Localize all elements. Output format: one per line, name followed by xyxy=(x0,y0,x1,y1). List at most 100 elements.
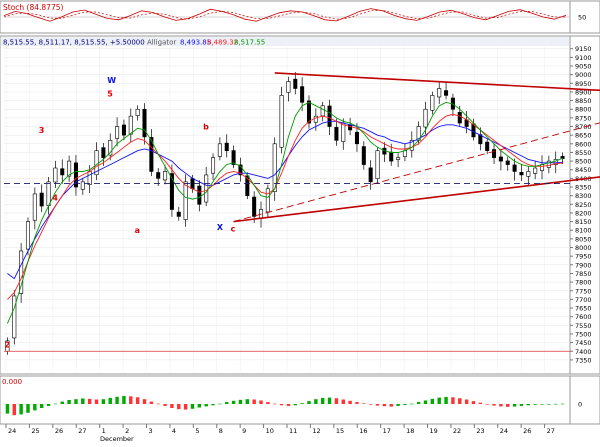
candle-body xyxy=(485,141,490,152)
price-tick-label: 8850 xyxy=(575,97,592,105)
candle-body xyxy=(53,167,58,183)
ao-bar xyxy=(396,404,400,406)
price-tick-label: 8900 xyxy=(575,88,592,96)
wave-label: 3 xyxy=(39,126,45,135)
header-strip xyxy=(1,37,569,46)
price-axis-labels: 9150910090509000895089008850880087508700… xyxy=(570,45,592,364)
candle-body xyxy=(498,156,503,162)
candle-body xyxy=(25,221,31,250)
date-tick-label: 12 xyxy=(312,427,320,435)
candle-body xyxy=(526,171,531,177)
price-tick-label: 8700 xyxy=(575,123,592,131)
ao-bar xyxy=(170,404,174,408)
candle-body xyxy=(265,188,270,213)
ao-bar xyxy=(492,404,496,406)
ao-bar xyxy=(245,399,250,404)
ao-bar xyxy=(122,396,126,404)
ao-header-badge xyxy=(1,377,19,385)
candle-body xyxy=(245,175,250,196)
ao-bar xyxy=(478,402,483,404)
ao-panel xyxy=(0,375,600,425)
ao-bar xyxy=(540,404,544,405)
candle-body xyxy=(444,90,449,96)
ao-bar xyxy=(423,400,428,404)
ao-bar xyxy=(231,400,236,404)
date-tick-label: 19 xyxy=(430,427,438,435)
ao-header: 0.000 xyxy=(2,378,22,386)
alligator-lines xyxy=(6,101,563,324)
ao-bar xyxy=(341,399,345,404)
date-tick-label: 11 xyxy=(289,427,297,435)
candle-body xyxy=(457,112,462,124)
price-tick-label: 8950 xyxy=(575,80,592,88)
candle-body xyxy=(128,115,133,135)
ao-bar xyxy=(499,404,503,407)
candle-body xyxy=(224,142,229,152)
wave-label: W xyxy=(107,76,116,85)
ao-bar xyxy=(451,397,455,404)
ao-bar xyxy=(135,397,140,404)
ao-bar xyxy=(74,399,78,404)
ao-bar xyxy=(115,396,119,404)
candle-body xyxy=(539,164,545,171)
ao-bar xyxy=(142,399,147,404)
ao-bar xyxy=(87,398,92,404)
candle-body xyxy=(512,164,517,172)
ao-bar xyxy=(60,401,64,404)
ao-bar xyxy=(526,404,531,406)
date-tick-label: 27 xyxy=(78,427,86,435)
ao-bar xyxy=(293,404,297,406)
date-tick-label: 24 xyxy=(500,427,508,435)
price-tick-label: 7750 xyxy=(575,287,592,295)
ao-bar xyxy=(101,399,106,404)
ao-bar xyxy=(444,396,448,404)
ao-bar xyxy=(259,400,263,404)
candle-body xyxy=(361,146,366,165)
ao-bar xyxy=(389,404,393,407)
price-tick-label: 8350 xyxy=(575,184,592,192)
ao-bar xyxy=(355,402,359,404)
ao-bar xyxy=(81,398,85,404)
candle-body xyxy=(183,181,188,220)
candle-body xyxy=(505,160,510,165)
ao-bar xyxy=(183,404,188,410)
candle-body xyxy=(252,196,257,217)
ao-bar xyxy=(252,399,256,404)
candle-body xyxy=(197,185,202,205)
ao-bar xyxy=(547,404,551,405)
month-label: December xyxy=(100,435,134,443)
price-tick-label: 7800 xyxy=(575,279,592,287)
wave-label: 2 xyxy=(4,340,10,349)
candle-body xyxy=(430,95,435,111)
trendlines xyxy=(4,72,600,352)
candle-body xyxy=(101,147,106,158)
ao-bar xyxy=(437,397,441,404)
date-tick-label: 23 xyxy=(476,427,484,435)
ao-bar xyxy=(273,403,277,405)
ao-bar xyxy=(464,399,469,404)
candle-body xyxy=(46,181,51,206)
ao-bar xyxy=(163,404,167,406)
candle-body xyxy=(272,143,277,192)
candle-body xyxy=(73,162,78,188)
candle-body xyxy=(87,171,92,185)
price-tick-label: 8550 xyxy=(575,149,592,157)
ao-bar xyxy=(320,397,325,404)
date-tick-label: 22 xyxy=(453,427,461,435)
ao-bar xyxy=(238,399,243,404)
ao-tick-label: 0 xyxy=(578,401,582,409)
ao-bar xyxy=(403,404,407,405)
ao-bar xyxy=(218,403,222,405)
ao-bar xyxy=(177,404,181,410)
alligator-teeth-line xyxy=(7,113,563,300)
price-tick-label: 9100 xyxy=(575,54,592,62)
price-tick-label: 8100 xyxy=(575,227,592,235)
price-tick-label: 8650 xyxy=(575,132,592,140)
candle-body xyxy=(300,86,305,103)
candle-body xyxy=(341,122,346,142)
date-tick-label: 27 xyxy=(547,427,555,435)
ao-bar xyxy=(67,400,71,404)
date-tick-label: 5 xyxy=(195,427,199,435)
stochastic-lines: 50 xyxy=(3,8,586,22)
